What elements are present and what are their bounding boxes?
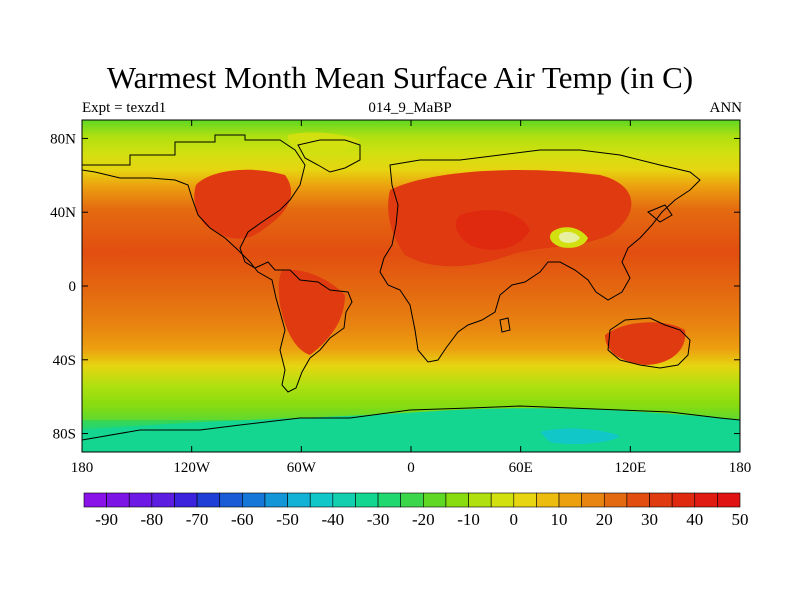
latitude-axis: 80N 40N 0 40S 80S xyxy=(50,131,740,443)
colorbar-swatch xyxy=(423,492,447,508)
hot-core-arabia xyxy=(455,210,530,250)
colorbar-swatch xyxy=(536,492,560,508)
antarctica-cold-core xyxy=(540,428,620,444)
colorbar-label: -80 xyxy=(141,510,164,529)
colorbar-swatch xyxy=(287,492,311,508)
colorbar-label: -60 xyxy=(231,510,254,529)
tibet-cool-core xyxy=(559,231,580,243)
lon-tick-label: 180 xyxy=(71,460,94,476)
hot-region-south-america xyxy=(278,269,345,355)
lat-tick-label: 80S xyxy=(53,427,76,443)
colorbar-swatch xyxy=(128,492,153,508)
colorbar-swatch xyxy=(581,492,605,508)
colorbar-swatch xyxy=(649,492,673,508)
colorbar-swatch xyxy=(174,492,198,508)
map-title: Warmest Month Mean Surface Air Temp (in … xyxy=(106,60,694,95)
colorbar-label: 0 xyxy=(510,510,519,529)
colorbar-label: 30 xyxy=(641,510,658,529)
coastlines xyxy=(82,134,740,441)
lon-tick-label: 0 xyxy=(407,460,415,476)
colorbar-label: 50 xyxy=(732,510,749,529)
lat-tick-label: 80N xyxy=(50,131,76,147)
time-label: 014_9_MaBP xyxy=(368,100,452,116)
colorbar-swatch xyxy=(332,492,356,508)
colorbar-swatch xyxy=(513,492,537,508)
colorbar-swatch xyxy=(626,492,650,508)
colorbar-swatch xyxy=(219,492,243,508)
colorbar-swatch xyxy=(83,492,107,508)
season-label: ANN xyxy=(709,100,743,116)
colorbar-swatch xyxy=(106,492,130,508)
colorbar-swatch xyxy=(445,492,469,508)
colorbar-swatch xyxy=(558,492,582,508)
lon-tick-label: 120E xyxy=(614,460,646,476)
colorbar: -90 -80 -70 -60 -50 -40 -30 -20 -10 0 10 20 30 40 50 xyxy=(83,492,749,529)
colorbar-label: 20 xyxy=(596,510,613,529)
colorbar-swatch xyxy=(468,492,492,508)
lat-tick-label: 40N xyxy=(50,205,76,221)
hot-region-north-america xyxy=(194,169,292,239)
colorbar-label: -20 xyxy=(412,510,435,529)
hot-region-australia xyxy=(605,322,686,365)
greenland-field xyxy=(287,132,360,156)
colorbar-swatch xyxy=(264,492,288,508)
colorbar-label: -30 xyxy=(367,510,390,529)
colorbar-swatch xyxy=(400,492,424,508)
colorbar-label: -50 xyxy=(276,510,299,529)
lat-tick-label: 0 xyxy=(69,279,77,295)
colorbar-swatch xyxy=(196,492,221,508)
colorbar-label: -70 xyxy=(186,510,209,529)
longitude-axis: 180 120W 60W 0 60E 120E 180 xyxy=(71,120,752,476)
temperature-field xyxy=(82,120,740,452)
colorbar-swatch xyxy=(242,492,266,508)
colorbar-swatch xyxy=(355,492,379,508)
colorbar-label: 10 xyxy=(551,510,568,529)
colorbar-swatch xyxy=(603,492,628,508)
colorbar-label: -40 xyxy=(321,510,344,529)
colorbar-swatch xyxy=(717,492,741,508)
colorbar-label: 40 xyxy=(686,510,703,529)
lat-tick-label: 40S xyxy=(53,353,76,369)
colorbar-swatch xyxy=(377,492,401,508)
lon-tick-label: 60E xyxy=(509,460,533,476)
colorbar-swatch xyxy=(671,492,696,508)
colorbar-label: -90 xyxy=(95,510,118,529)
experiment-label: Expt = texzd1 xyxy=(82,100,167,116)
lon-tick-label: 60W xyxy=(287,460,317,476)
colorbar-swatch xyxy=(151,492,175,508)
colorbar-label: -10 xyxy=(457,510,480,529)
colorbar-swatch xyxy=(694,492,718,508)
colorbar-swatch xyxy=(309,492,334,508)
lon-tick-label: 180 xyxy=(729,460,752,476)
colorbar-swatch xyxy=(490,492,515,508)
lon-tick-label: 120W xyxy=(173,460,211,476)
